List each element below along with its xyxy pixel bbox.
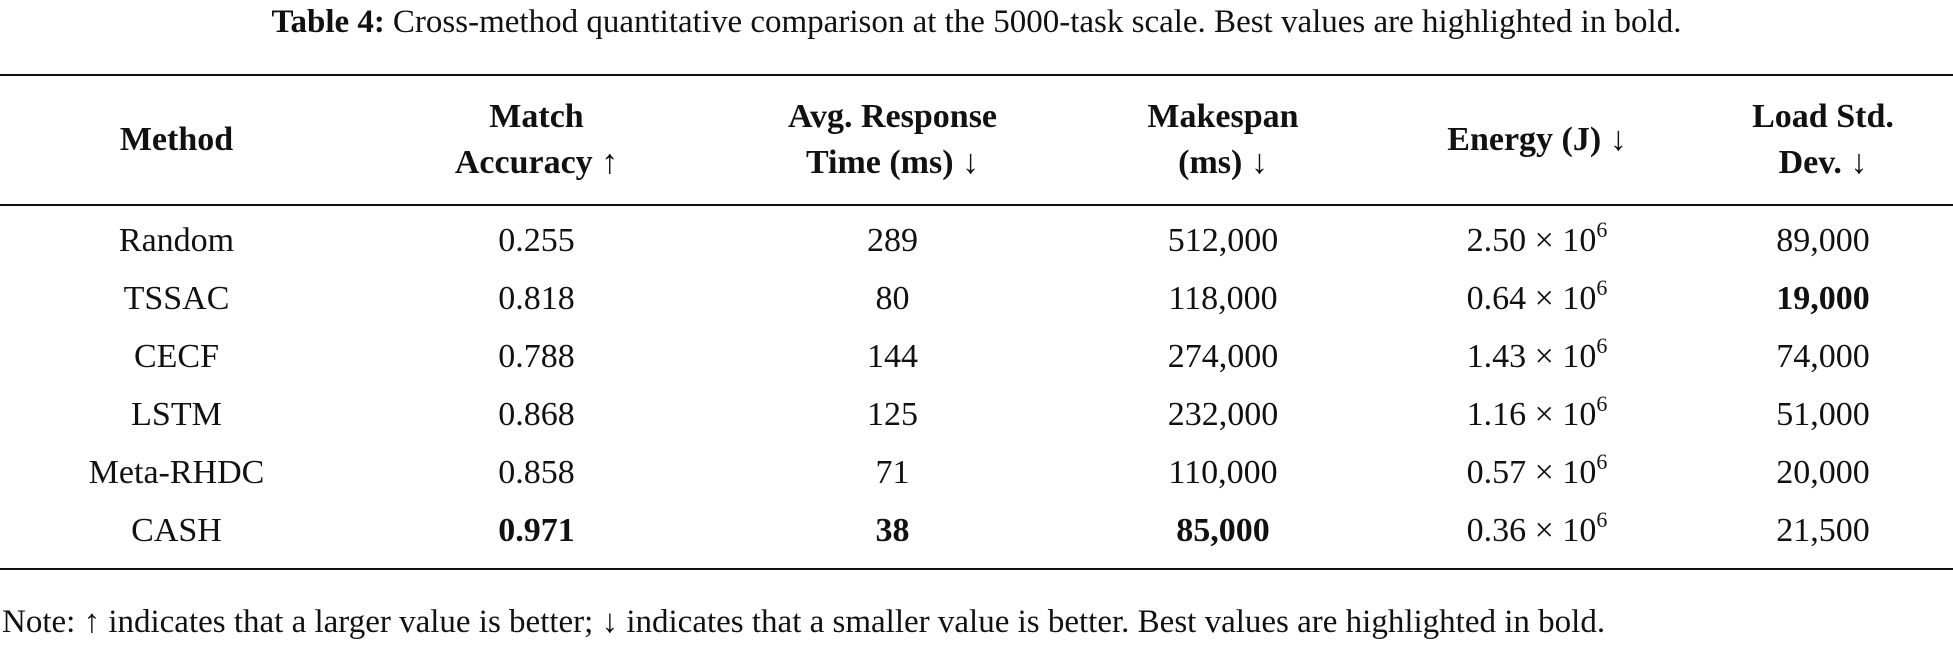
table-cell: Random (118, 222, 235, 259)
table-row: Meta-RHDC 0.858 71 110,000 0.57 × 106 20,000 (0, 444, 1953, 502)
energy-base: 1.43 × 10 (1466, 338, 1597, 375)
table-cell: 20,000 (1776, 454, 1870, 491)
caption-label: Table 4: (271, 4, 385, 40)
energy-exponent: 6 (1596, 391, 1608, 416)
table-cell: 0.64 × 106 (1381, 270, 1693, 328)
header-line: Energy (J) ↓ (1447, 121, 1627, 158)
header-line: (ms) ↓ (1178, 144, 1268, 181)
header-line: Method (119, 121, 234, 158)
table-row: CECF 0.788 144 274,000 1.43 × 106 74,000 (0, 328, 1953, 386)
header-cell: Makespan (ms) ↓ (1065, 75, 1381, 205)
table-cell: 0.868 (498, 396, 575, 433)
table-row: CASH 0.971 38 85,000 0.36 × 106 21,500 (0, 502, 1953, 569)
header-cell: Method (0, 75, 353, 205)
table-cell: 71 (875, 454, 910, 491)
table-cell: 0.971 (498, 512, 575, 549)
table-cell: Meta-RHDC (88, 454, 265, 491)
table-cell: 512,000 (1167, 222, 1279, 259)
energy-base: 0.64 × 10 (1466, 280, 1597, 317)
header-line: Dev. ↓ (1778, 144, 1868, 181)
energy-exponent: 6 (1596, 333, 1608, 358)
table-cell: 118,000 (1168, 280, 1278, 317)
table-cell: 80 (875, 280, 910, 317)
header-cell: Load Std. Dev. ↓ (1693, 75, 1953, 205)
energy-base: 1.16 × 10 (1466, 396, 1597, 433)
table-cell: 19,000 (1776, 280, 1870, 317)
table-note: Note: ↑ indicates that a larger value is… (2, 604, 1606, 640)
table-cell: 289 (867, 222, 918, 259)
table-cell: 125 (867, 396, 918, 433)
table-row: LSTM 0.868 125 232,000 1.16 × 106 51,000 (0, 386, 1953, 444)
table-cell: 110,000 (1168, 454, 1278, 491)
table-cell: 2.50 × 106 (1381, 205, 1693, 270)
table-cell: 232,000 (1167, 396, 1279, 433)
table-body: Random 0.255 289 512,000 2.50 × 106 89,000 TSS… (0, 205, 1953, 569)
energy-base: 2.50 × 10 (1466, 222, 1597, 259)
energy-exponent: 6 (1596, 275, 1608, 300)
table-cell: 0.255 (498, 222, 575, 259)
table-cell: 1.43 × 106 (1381, 328, 1693, 386)
caption-text: Cross-method quantitative comparison at … (392, 4, 1682, 40)
header-line: Load Std. (1752, 98, 1894, 135)
table-cell: 51,000 (1776, 396, 1870, 433)
header-line: Match (489, 98, 584, 135)
energy-exponent: 6 (1596, 449, 1608, 474)
table-cell: 144 (867, 338, 918, 375)
table-cell: 0.818 (498, 280, 575, 317)
table-row: Random 0.255 289 512,000 2.50 × 106 89,000 (0, 205, 1953, 270)
table-cell: CECF (133, 338, 220, 375)
header-line: Accuracy ↑ (454, 144, 619, 181)
table-cell: 89,000 (1776, 222, 1870, 259)
table-cell: 274,000 (1167, 338, 1279, 375)
header-line: Avg. Response (787, 98, 998, 135)
header-row: Method Match Accuracy ↑ Avg. Response Time (… (0, 75, 1953, 205)
header-cell: Match Accuracy ↑ (353, 75, 720, 205)
energy-base: 0.57 × 10 (1466, 454, 1597, 491)
energy-exponent: 6 (1596, 217, 1608, 242)
table-cell: 85,000 (1176, 512, 1270, 549)
table-cell: TSSAC (123, 280, 230, 317)
results-table: Method Match Accuracy ↑ Avg. Response Time (… (0, 74, 1953, 570)
header-line: Time (ms) ↓ (805, 144, 980, 181)
table-caption: Table 4: Cross-method quantitative compar… (0, 2, 1953, 42)
table-cell: 0.858 (498, 454, 575, 491)
energy-base: 0.36 × 10 (1466, 512, 1597, 549)
table-cell: CASH (131, 512, 222, 549)
table-cell: 0.788 (498, 338, 575, 375)
table-head: Method Match Accuracy ↑ Avg. Response Time (… (0, 75, 1953, 205)
table-row: TSSAC 0.818 80 118,000 0.64 × 106 19,000 (0, 270, 1953, 328)
header-cell: Avg. Response Time (ms) ↓ (720, 75, 1065, 205)
table-cell: 74,000 (1776, 338, 1870, 375)
table-cell: 38 (875, 512, 910, 549)
table-cell: 0.57 × 106 (1381, 444, 1693, 502)
table-cell: 21,500 (1776, 512, 1870, 549)
table-cell: 1.16 × 106 (1381, 386, 1693, 444)
header-cell: Energy (J) ↓ (1381, 75, 1693, 205)
header-line: Makespan (1147, 98, 1299, 135)
energy-exponent: 6 (1596, 507, 1608, 532)
table-cell: 0.36 × 106 (1381, 502, 1693, 569)
table-cell: LSTM (131, 396, 222, 433)
